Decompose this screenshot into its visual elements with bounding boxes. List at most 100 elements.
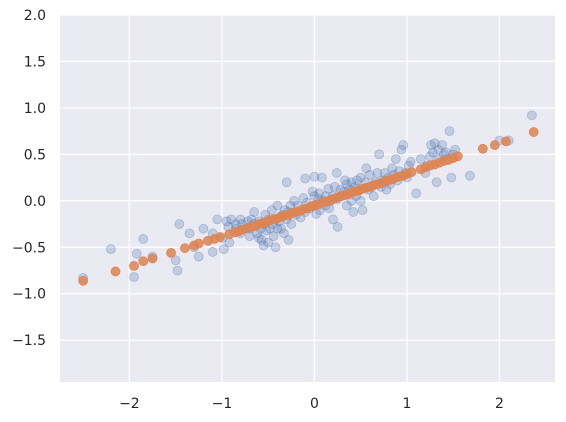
data-point xyxy=(166,247,176,258)
y-axis-tick-labels: −1.5 −1.0 −0.5 0.0 0.5 1.0 1.5 2.0 xyxy=(12,8,46,349)
x-tick-label: −2 xyxy=(119,396,140,412)
data-point xyxy=(316,172,327,183)
y-tick-label: −1.0 xyxy=(12,287,46,303)
data-point xyxy=(398,140,409,150)
x-tick-label: −1 xyxy=(212,396,233,412)
data-point xyxy=(254,233,264,243)
data-point xyxy=(224,237,235,248)
x-axis-tick-labels: −2 −1 0 1 2 xyxy=(119,396,504,412)
data-point xyxy=(221,216,232,227)
data-point xyxy=(348,207,359,217)
data-point xyxy=(331,168,342,178)
data-point xyxy=(372,168,383,178)
data-point xyxy=(406,167,417,177)
data-point xyxy=(489,140,500,150)
data-point xyxy=(323,183,334,194)
data-point xyxy=(138,234,149,244)
data-point xyxy=(235,214,246,225)
data-point xyxy=(396,144,407,155)
data-point xyxy=(184,228,195,239)
y-tick-label: 1.0 xyxy=(24,101,46,117)
data-point xyxy=(357,205,368,216)
data-point xyxy=(266,205,277,216)
data-point xyxy=(129,272,139,282)
data-point xyxy=(272,200,283,211)
data-point xyxy=(501,136,511,147)
data-point xyxy=(270,242,281,253)
y-tick-label: 0.5 xyxy=(24,147,46,163)
data-point xyxy=(110,266,121,277)
data-point xyxy=(429,138,440,149)
data-point xyxy=(355,172,366,183)
data-point xyxy=(355,195,366,206)
data-point xyxy=(198,223,209,234)
data-point xyxy=(332,221,343,232)
data-point xyxy=(452,151,463,162)
data-point xyxy=(437,140,448,150)
grid-lines xyxy=(60,14,555,382)
plot-background xyxy=(60,15,555,382)
data-point xyxy=(387,163,398,174)
data-point xyxy=(314,188,324,199)
data-point xyxy=(298,193,309,203)
data-point xyxy=(218,244,229,255)
data-point xyxy=(268,231,279,242)
x-tick-label: 0 xyxy=(310,396,319,412)
data-point xyxy=(215,232,225,242)
data-point xyxy=(415,154,426,164)
data-point xyxy=(207,247,218,257)
data-point xyxy=(170,255,181,266)
data-point xyxy=(272,223,283,234)
data-point xyxy=(340,175,350,186)
data-point xyxy=(528,127,539,137)
data-point xyxy=(352,175,362,186)
data-point xyxy=(276,223,287,234)
data-point xyxy=(444,126,455,137)
data-point xyxy=(346,177,357,188)
data-point xyxy=(138,256,149,267)
data-point xyxy=(281,177,292,188)
data-point xyxy=(307,186,318,197)
data-series xyxy=(78,110,539,286)
series-2 xyxy=(78,127,539,286)
y-tick-label: −1.5 xyxy=(12,333,46,349)
data-point xyxy=(526,110,537,121)
data-point xyxy=(329,181,340,192)
data-point xyxy=(390,154,401,164)
y-tick-label: −0.5 xyxy=(12,240,46,256)
data-point xyxy=(263,237,274,248)
data-point xyxy=(212,214,223,225)
y-tick-label: 0.0 xyxy=(24,194,46,210)
data-point xyxy=(174,219,185,229)
y-tick-label: 1.5 xyxy=(24,54,46,70)
data-point xyxy=(411,188,422,199)
data-point xyxy=(433,144,444,155)
data-point xyxy=(249,207,260,217)
data-point xyxy=(309,171,320,182)
data-point xyxy=(172,265,183,276)
data-point xyxy=(180,243,190,254)
data-point xyxy=(341,179,352,189)
data-point xyxy=(131,248,142,259)
data-point xyxy=(258,240,269,251)
data-point xyxy=(105,244,116,255)
data-point xyxy=(129,260,139,271)
x-tick-label: 2 xyxy=(495,396,504,412)
data-point xyxy=(193,238,204,249)
data-point xyxy=(286,219,297,229)
x-tick-label: 1 xyxy=(403,396,412,412)
data-point xyxy=(361,163,372,174)
data-point xyxy=(405,156,416,167)
data-point xyxy=(341,200,352,211)
data-point xyxy=(283,234,294,245)
data-point xyxy=(464,170,475,181)
data-point xyxy=(426,140,436,150)
data-point xyxy=(78,275,89,286)
data-point xyxy=(193,251,204,262)
data-point xyxy=(374,149,385,160)
data-point xyxy=(256,234,267,245)
data-point xyxy=(300,173,311,184)
y-tick-label: 2.0 xyxy=(24,8,46,24)
data-point xyxy=(365,169,375,180)
data-point xyxy=(226,214,237,225)
